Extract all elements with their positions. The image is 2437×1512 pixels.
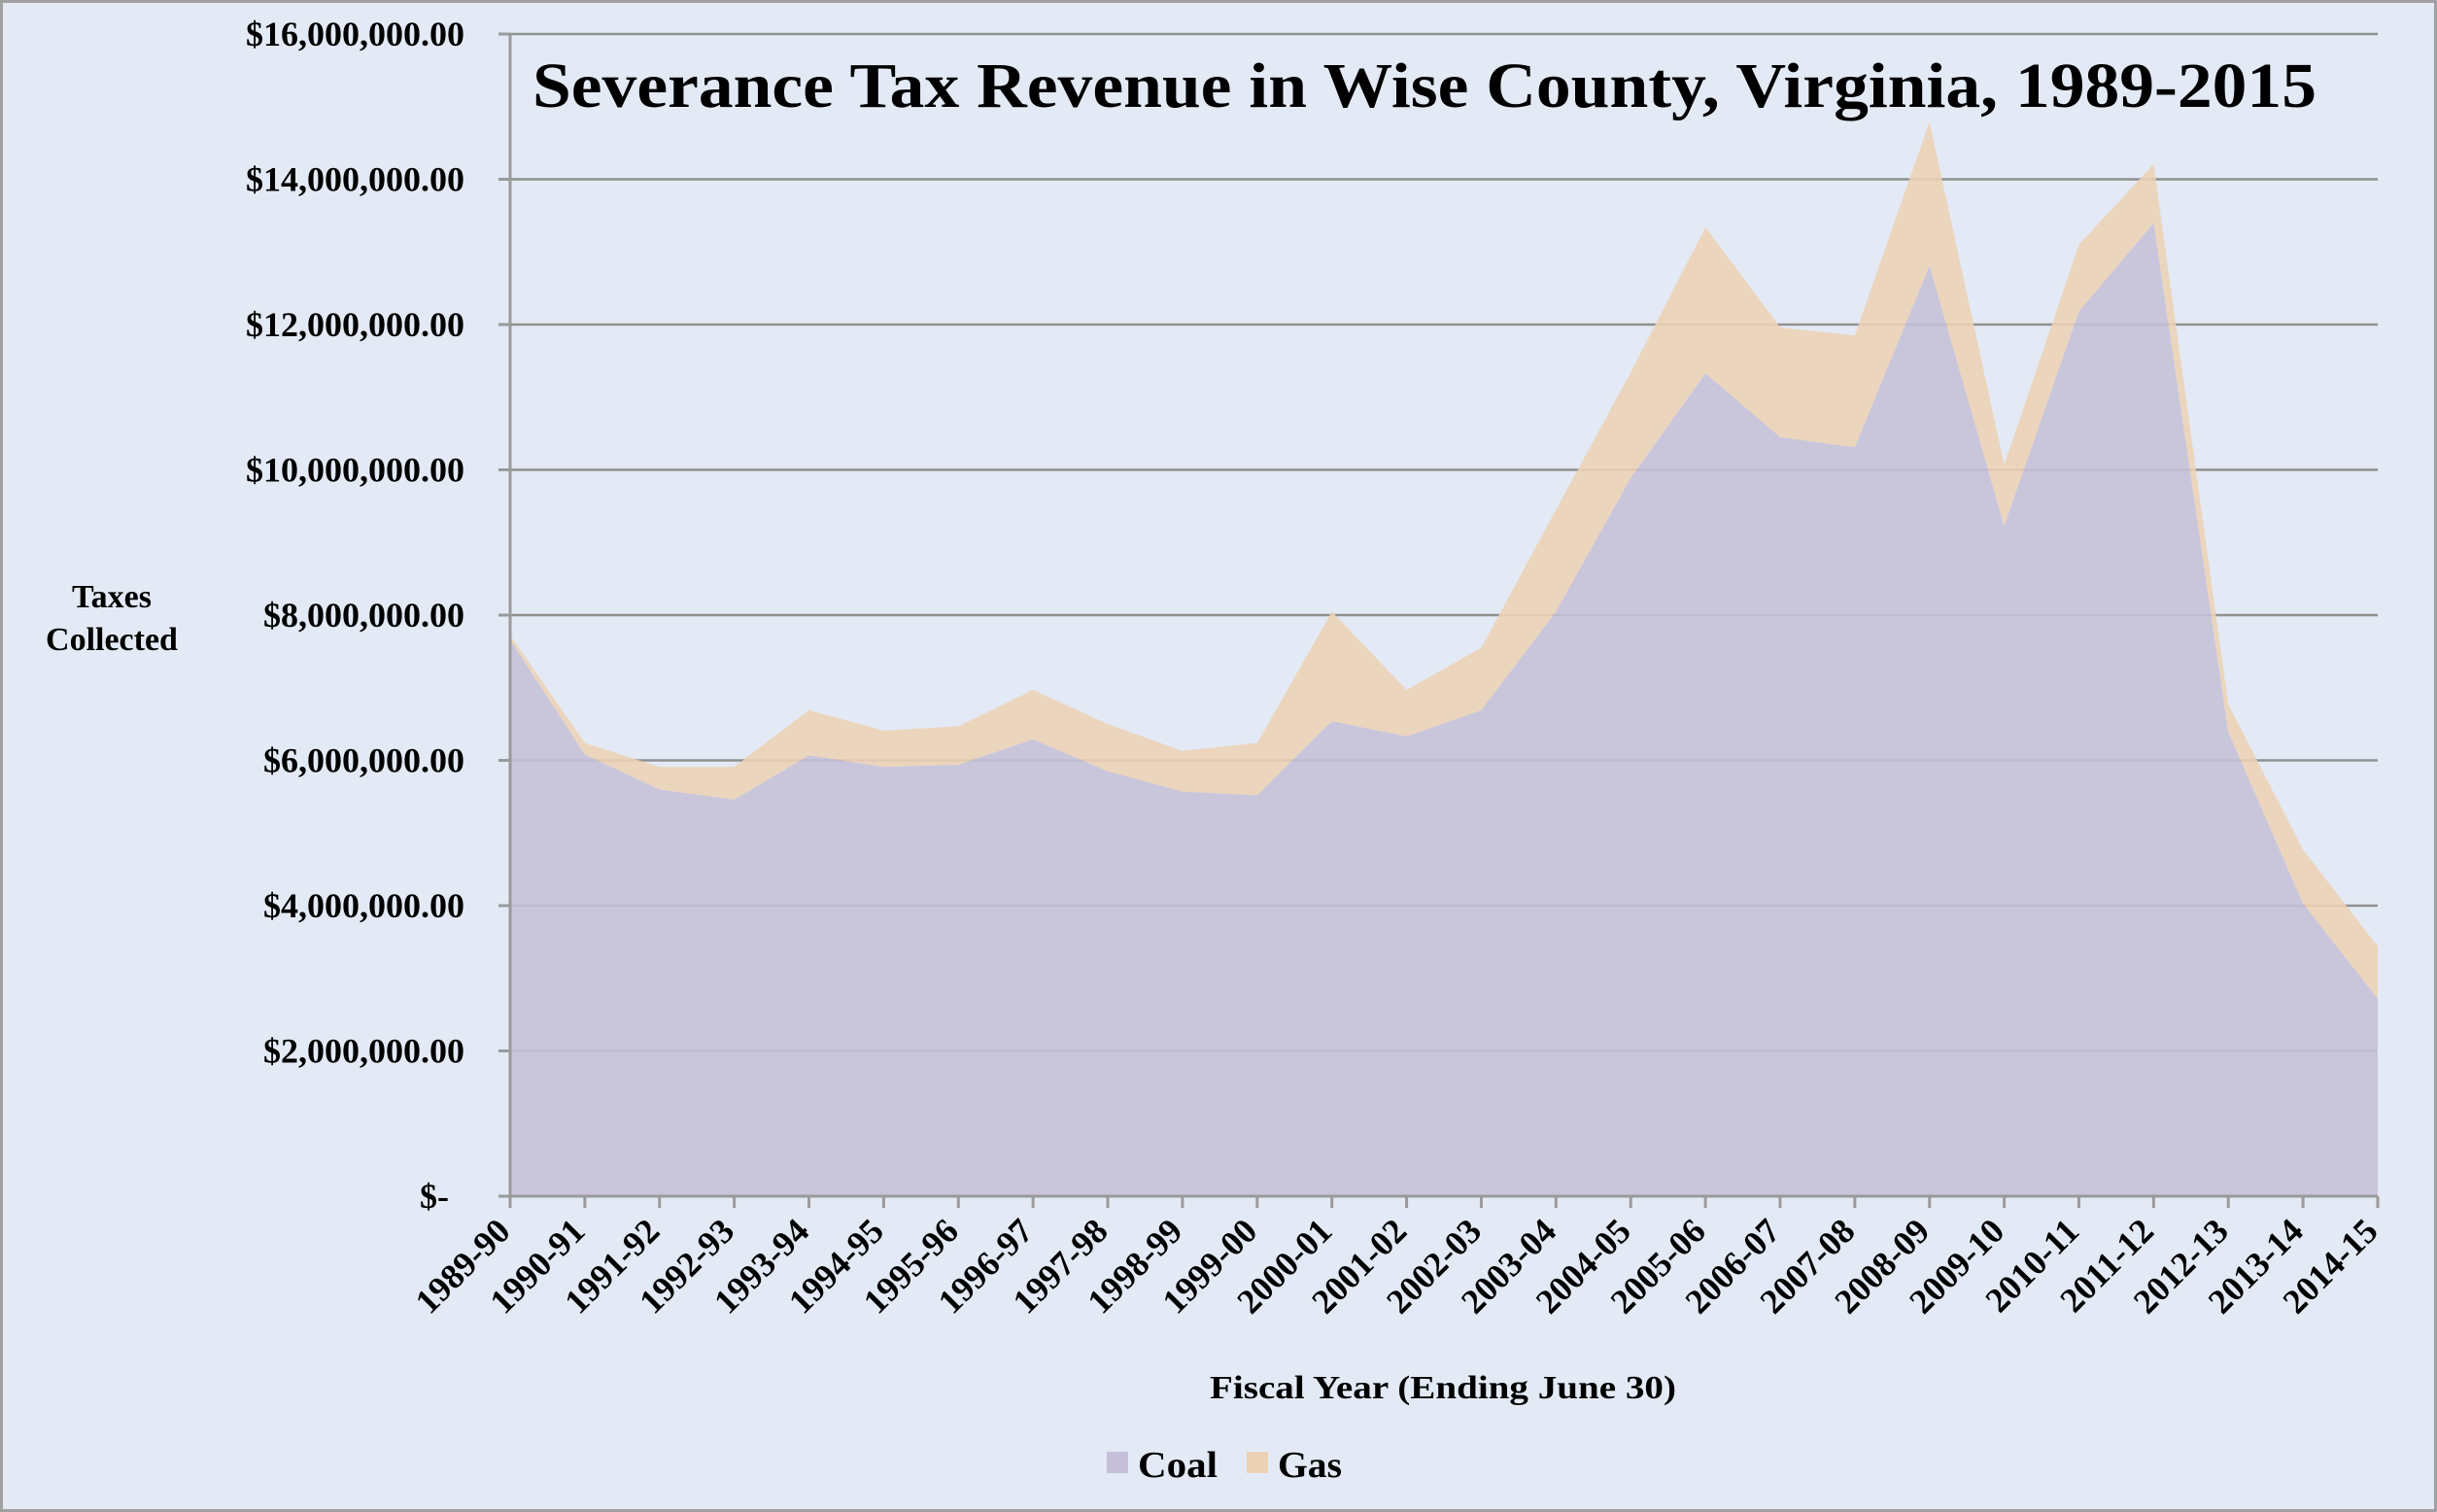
y-axis-title-line-2: Collected (46, 622, 178, 658)
data-point-gas (1701, 223, 1709, 231)
data-point-gas (2001, 461, 2008, 468)
data-point-gas (954, 722, 962, 730)
legend-label-coal: Coal (1138, 1445, 1218, 1486)
data-point-gas (656, 763, 664, 771)
y-tick-label: $10,000,000.00 (246, 451, 464, 490)
data-point-gas (2149, 160, 2157, 168)
axes (498, 32, 2380, 1208)
legend-item-coal[interactable]: Coal (1107, 1445, 1218, 1486)
data-point-gas (581, 739, 589, 747)
data-point-gas (806, 706, 813, 714)
data-point-gas (1627, 368, 1634, 376)
chart-title: Severance Tax Revenue in Wise County, Vi… (532, 51, 2317, 121)
area-series-coal[interactable] (510, 223, 2378, 1196)
data-point-gas (2374, 943, 2382, 950)
data-point-gas (1104, 720, 1112, 728)
y-axis-title-line-1: Taxes (72, 579, 152, 615)
data-point-gas (731, 763, 738, 771)
y-tick-label: $16,000,000.00 (246, 15, 464, 53)
y-tick-label: $12,000,000.00 (246, 305, 464, 344)
y-axis-tick-labels: $- $2,000,000.00 $4,000,000.00 $6,000,000.0… (246, 15, 464, 1216)
x-axis-title: Fiscal Year (Ending June 30) (1210, 1370, 1676, 1406)
legend-label-gas: Gas (1278, 1445, 1342, 1486)
data-point-gas (1253, 739, 1261, 747)
data-point-gas (1328, 607, 1336, 615)
data-point-gas (1776, 324, 1784, 331)
data-point-gas (1552, 506, 1560, 514)
stacked-areas (510, 121, 2382, 1196)
x-axis-tick-labels: 1989-901990-911991-921992-931993-941994-… (408, 1211, 2386, 1321)
y-tick-label: $14,000,000.00 (246, 160, 464, 199)
data-point-gas (1477, 644, 1485, 652)
y-tick-label: $4,000,000.00 (263, 886, 464, 925)
data-point-gas (1403, 686, 1411, 694)
data-point-gas (879, 727, 887, 735)
data-point-gas (2076, 241, 2083, 249)
legend-item-gas[interactable]: Gas (1247, 1445, 1342, 1486)
data-point-gas (1179, 747, 1186, 755)
legend: Coal Gas (1107, 1445, 1342, 1486)
y-axis-title: Taxes Collected (46, 579, 178, 658)
y-tick-label: $6,000,000.00 (263, 741, 464, 780)
legend-swatch-coal (1107, 1452, 1128, 1473)
y-tick-label: $- (420, 1177, 449, 1216)
data-point-gas (1029, 686, 1037, 694)
legend-swatch-gas (1247, 1452, 1268, 1473)
y-tick-label: $8,000,000.00 (263, 596, 464, 635)
data-point-gas (1851, 331, 1859, 339)
y-tick-label: $2,000,000.00 (263, 1032, 464, 1071)
data-point-gas (2224, 701, 2232, 708)
data-point-gas (2299, 845, 2307, 853)
